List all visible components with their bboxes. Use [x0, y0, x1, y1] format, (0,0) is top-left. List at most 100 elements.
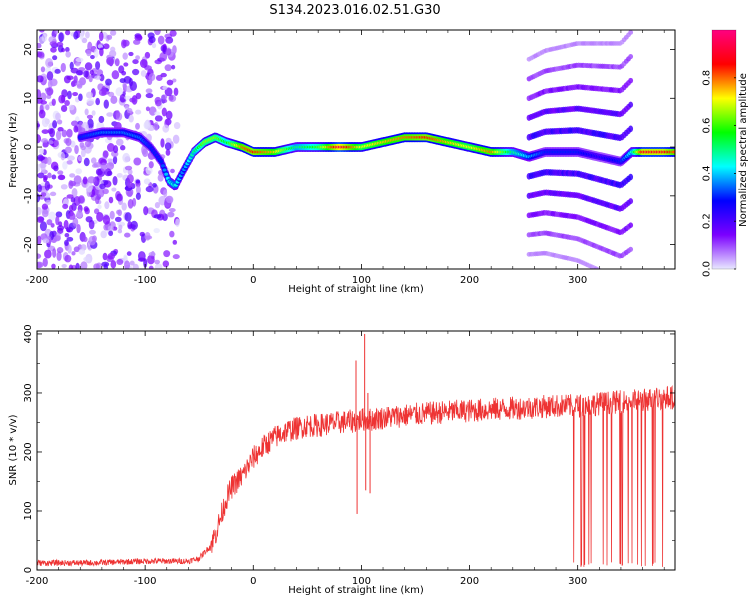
snr-xtick-label: 100 — [352, 576, 371, 587]
colorbar-tick-label: 0.6 — [702, 118, 713, 134]
spectrogram-cell — [167, 211, 175, 218]
spectrogram-cell — [56, 119, 63, 125]
spectrogram-cell — [73, 31, 79, 40]
spectrogram-cell — [139, 251, 145, 260]
spectrogram-cell — [122, 82, 127, 89]
spectrogram-cell — [103, 223, 109, 231]
spectrogram-cell — [38, 156, 46, 161]
spectrogram-cell — [162, 260, 170, 268]
spectrogram-cell — [66, 236, 74, 242]
spectrogram-cell — [66, 194, 74, 199]
spectrogram-cell — [51, 98, 56, 106]
spectrogram-cell — [99, 183, 106, 190]
spectrogram-cell — [119, 78, 126, 84]
spectrogram-cell — [45, 199, 52, 206]
spectrogram-cell — [158, 169, 163, 176]
spectrogram-cell — [83, 70, 89, 78]
spectrogram-cell — [153, 227, 160, 234]
spectrogram-cell — [41, 117, 49, 128]
spectrogram-cell — [72, 217, 79, 227]
spectrogram-cell — [126, 174, 134, 184]
colorbar-gradient — [712, 30, 736, 269]
spectrogram-cell — [106, 143, 115, 152]
spectrogram-cell — [64, 30, 71, 36]
spectrogram-cell — [112, 155, 118, 165]
spectrogram-cell — [69, 180, 77, 187]
spectrogram-cell — [56, 251, 62, 262]
spectrogram-cell — [126, 107, 133, 114]
spectrogram-band-cell — [628, 271, 633, 276]
spectrogram-cell — [148, 265, 154, 269]
spectrogram-cell — [91, 110, 96, 116]
spectrogram-cell — [54, 30, 59, 35]
spectrogram-cell — [51, 263, 56, 269]
spectrogram-cell — [124, 95, 132, 101]
snr-frame — [36, 330, 676, 571]
spectrogram-band-cell — [628, 30, 634, 35]
spectrogram-cell — [82, 236, 88, 243]
spectrogram-cell — [145, 166, 153, 175]
spectrogram-cell — [118, 224, 123, 230]
spectrogram-cell — [61, 263, 67, 269]
spectrogram-cell — [67, 90, 72, 100]
snr-ticks: -200 -100 0 100 200 300 0 100 200 300 400 — [23, 324, 675, 587]
spectrogram-cell — [87, 100, 95, 106]
colorbar-frame — [711, 29, 737, 270]
spectrogram-cell — [102, 188, 109, 195]
spectrogram-cell — [155, 74, 163, 82]
spectrogram-cell — [122, 39, 130, 47]
spectrogram-cell — [44, 249, 52, 259]
spectrogram-cell — [127, 168, 133, 175]
spectrogram-cell — [49, 128, 56, 138]
snr-xtick-label: 200 — [460, 576, 479, 587]
spectrogram-cell — [54, 68, 61, 74]
spectrogram-cell — [153, 214, 162, 219]
snr-xtick-label: 0 — [250, 576, 256, 587]
spectrogram-cell — [136, 35, 143, 40]
spectrogram-cell — [57, 127, 64, 132]
spectrogram-cell — [153, 121, 159, 131]
spectrogram-cell — [130, 220, 138, 230]
spectrogram-cell — [139, 59, 148, 68]
snr-ytick-label: 100 — [23, 501, 34, 520]
spectrogram-cell — [66, 128, 73, 138]
spectrogram-cell — [107, 158, 113, 163]
spectrogram-cell — [97, 204, 102, 210]
spectrogram-cell — [37, 184, 42, 193]
spectrogram-cell — [49, 41, 58, 47]
spectrogram-cell — [154, 263, 163, 269]
spectrogram-ridge-core — [164, 172, 169, 176]
spectrogram-cell — [83, 144, 92, 154]
spectrogram-cell — [172, 239, 178, 245]
spectrogram-band-cell — [600, 269, 605, 274]
snr-ytick-label: 300 — [23, 383, 34, 402]
spectrogram-cell — [99, 73, 105, 82]
spectrogram-cell — [121, 202, 127, 211]
spectrogram-cell — [53, 139, 59, 147]
spectrogram-cell — [110, 46, 116, 53]
spectrogram-cell — [37, 261, 44, 269]
spectrogram-cell — [121, 70, 127, 76]
spectrogram-cell — [165, 36, 174, 44]
spectrogram-cell — [76, 223, 81, 234]
spectrogram-cell — [80, 148, 86, 158]
spectrogram-cell — [115, 87, 124, 97]
spectrogram-cell — [94, 48, 99, 58]
spectrogram-cell — [37, 75, 44, 83]
spectrogram-cell — [63, 219, 69, 230]
spectrogram-cell — [89, 69, 94, 76]
spectrogram-cell — [52, 248, 57, 258]
spectrogram-cell — [165, 110, 173, 120]
spectrogram-cell — [154, 259, 160, 265]
spectrogram-cell — [40, 162, 46, 173]
spectrogram-band-cell — [613, 275, 618, 280]
spectrogram-cell — [85, 91, 94, 99]
snr-ylabel: SNR (10 * v/v) — [8, 414, 19, 485]
spectrogram-cell — [37, 51, 43, 58]
spectrogram-xtick-label: 100 — [352, 275, 371, 286]
spectrogram-cell — [69, 61, 74, 70]
spectrogram-cell — [154, 30, 161, 36]
spectrogram-cell — [58, 221, 63, 227]
